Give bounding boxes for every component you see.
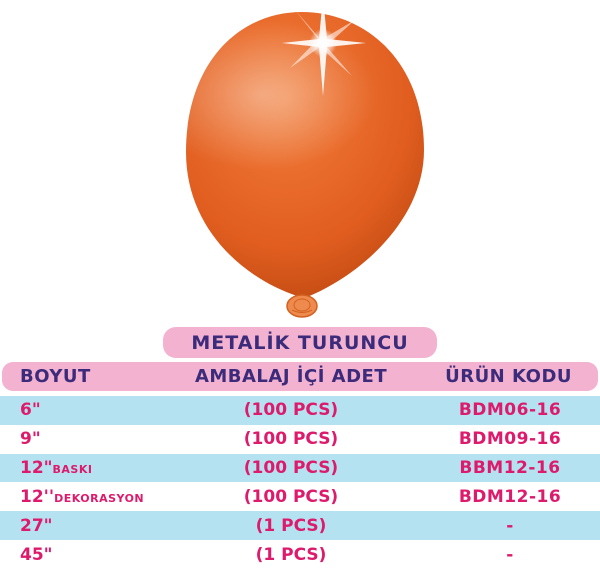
pack-value: (100 PCS): [243, 429, 339, 450]
table-row: 27" (1 PCS) -: [0, 511, 600, 541]
size-value: 9": [20, 429, 41, 450]
pack-value: (100 PCS): [243, 486, 339, 507]
balloon-graphic: [147, 0, 424, 318]
size-suffix: BASKI: [52, 463, 93, 477]
table-row: 6" (100 PCS) BDM06-16: [0, 396, 600, 425]
code-value: BBM12-16: [459, 458, 561, 479]
size-value: 12'': [20, 486, 55, 507]
table-row: 12"BASKI (100 PCS) BBM12-16: [0, 453, 600, 483]
header-ambalaj: AMBALAJ İÇİ ADET: [194, 366, 388, 387]
header-boyut: BOYUT: [20, 366, 91, 387]
pack-value: (100 PCS): [243, 400, 339, 421]
code-value: BDM09-16: [458, 429, 562, 450]
size-value: 12": [20, 458, 53, 479]
product-title: METALİK TURUNCU: [191, 331, 409, 354]
product-table: 6" (100 PCS) BDM06-16 9" (100 PCS) BDM09…: [0, 396, 600, 569]
code-value: -: [506, 544, 514, 565]
size-value: 6": [20, 400, 41, 421]
balloon-sheen: [147, 20, 377, 170]
pack-value: (1 PCS): [255, 515, 327, 536]
table-row: 45" (1 PCS) -: [0, 540, 600, 569]
pack-value: (100 PCS): [243, 458, 339, 479]
code-value: -: [506, 515, 514, 536]
sparkle-icon: [282, 0, 366, 96]
table-row: 12''DEKORASYON (100 PCS) BDM12-16: [0, 482, 600, 511]
balloon-knot: [286, 294, 318, 318]
balloon-image: [147, 0, 424, 318]
header-urun-kodu: ÜRÜN KODU: [445, 366, 573, 387]
size-suffix: DEKORASYON: [54, 491, 145, 505]
table-row: 9" (100 PCS) BDM09-16: [0, 425, 600, 454]
pack-value: (1 PCS): [255, 544, 327, 565]
size-value: 45": [20, 544, 53, 565]
table-header-row: BOYUT AMBALAJ İÇİ ADET ÜRÜN KODU: [2, 362, 598, 391]
product-title-banner: METALİK TURUNCU: [163, 327, 437, 358]
code-value: BDM06-16: [458, 400, 562, 421]
code-value: BDM12-16: [458, 486, 562, 507]
size-value: 27": [20, 515, 53, 536]
